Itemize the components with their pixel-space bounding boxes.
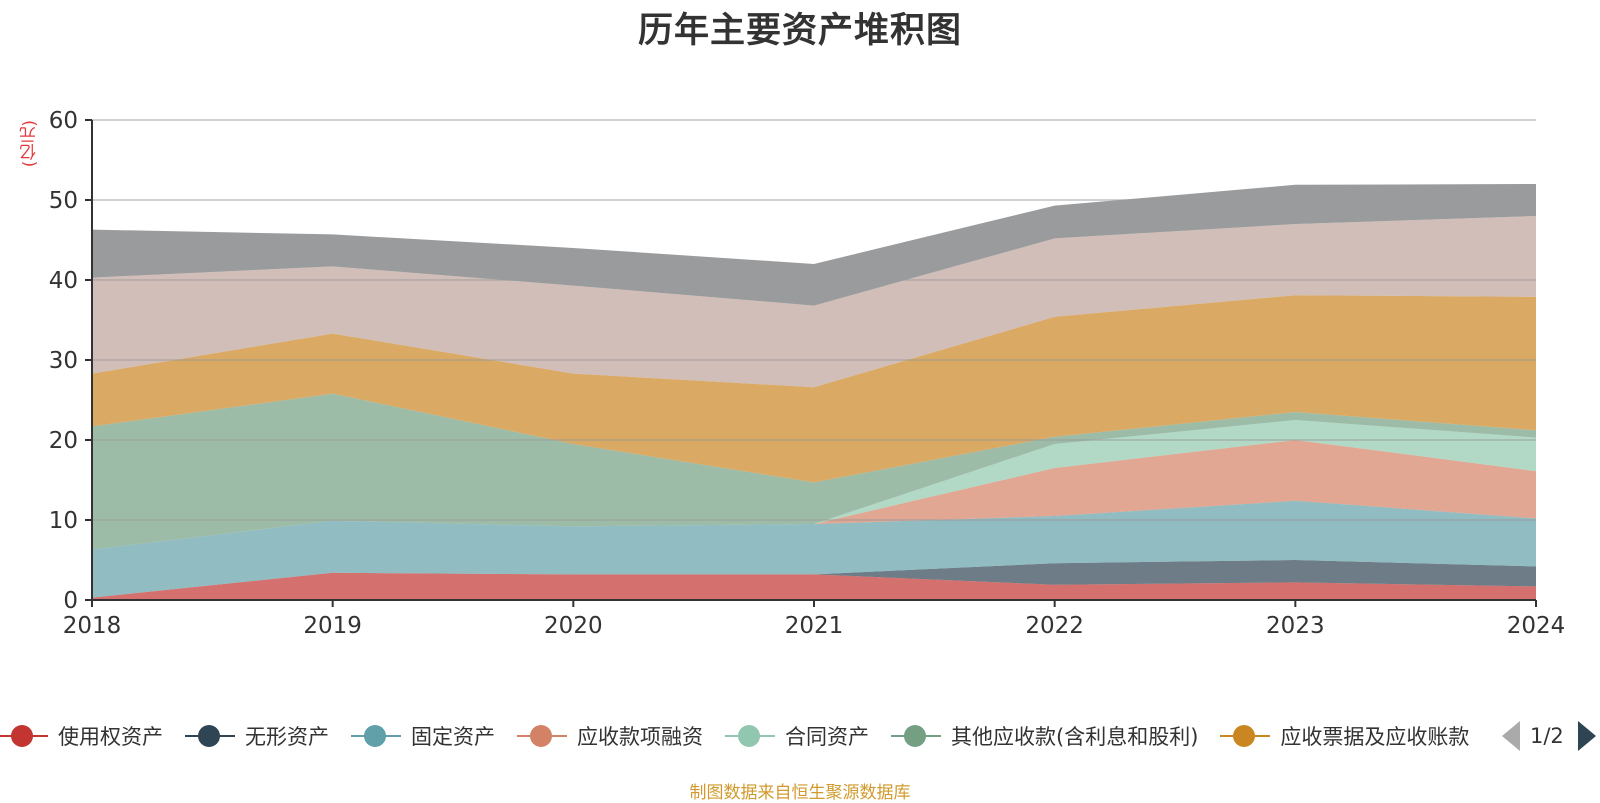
x-tick-label-2022: 2022: [1025, 613, 1084, 639]
y-tick-label-30: 30: [49, 348, 78, 374]
area-series-9: [92, 184, 1536, 306]
legend-label: 其他应收款(含利息和股利): [951, 725, 1199, 749]
legend-marker-icon: [1220, 724, 1271, 748]
legend-label: 固定资产: [411, 725, 495, 749]
x-tick-label-2024: 2024: [1507, 613, 1566, 639]
legend-label: 合同资产: [785, 725, 869, 749]
x-tick-label-2023: 2023: [1266, 613, 1325, 639]
legend-marker-icon: [185, 724, 235, 748]
legend-pager: 1/2: [1502, 718, 1596, 754]
legend-item-6[interactable]: 其他应收款(含利息和股利): [891, 718, 1198, 754]
stacked-area-chart: 0 10 20 30 40 50 60 2018 2019 2020 2021 2022 2023 202…: [49, 108, 1566, 639]
y-tick-label-10: 10: [49, 508, 78, 534]
legend-next-page-icon[interactable]: [1577, 721, 1596, 751]
x-tick-label-2019: 2019: [303, 613, 362, 639]
legend-marker-icon: [891, 724, 941, 748]
area-series-4: [92, 440, 1536, 550]
legend-label: 应收票据及应收账款: [1280, 725, 1470, 749]
area-series-5: [92, 420, 1536, 550]
area-series-group: [92, 184, 1536, 600]
y-tick-label-0: 0: [63, 588, 78, 614]
legend-label: 无形资产: [245, 725, 329, 749]
legend-marker-icon: [0, 724, 48, 748]
area-series-1: [92, 572, 1536, 600]
legend-item-3[interactable]: 固定资产: [351, 718, 495, 754]
area-series-8: [92, 216, 1536, 388]
area-series-7: [92, 295, 1536, 483]
legend-marker-icon: [725, 724, 775, 748]
legend-prev-page-icon[interactable]: [1502, 721, 1520, 751]
x-tick-label-2020: 2020: [544, 613, 603, 639]
legend-label: 使用权资产: [58, 725, 163, 749]
legend-items: 使用权资产 无形资产 固定资产 应收款项融资 合同资产 其他应收款(含利息和股利) 应收票据…: [0, 718, 1484, 754]
legend-row: 使用权资产 无形资产 固定资产 应收款项融资 合同资产 其他应收款(含利息和股利) 应收票据…: [0, 718, 1484, 754]
legend-label: 应收款项融资: [577, 725, 703, 749]
y-tick-label-50: 50: [49, 188, 78, 214]
x-tick-label-2021: 2021: [785, 613, 844, 639]
x-tick-label-2018: 2018: [63, 613, 122, 639]
y-tick-label-20: 20: [49, 428, 78, 454]
area-series-6: [92, 393, 1536, 550]
legend-item-1[interactable]: 使用权资产: [0, 718, 163, 754]
legend-page-indicator: 1/2: [1530, 724, 1564, 748]
legend-item-7[interactable]: 应收票据及应收账款: [1220, 718, 1469, 754]
legend-item-2[interactable]: 无形资产: [185, 718, 329, 754]
legend: 使用权资产 无形资产 固定资产 应收款项融资 合同资产 其他应收款(含利息和股利) 应收票据…: [0, 718, 1600, 754]
area-series-2: [92, 560, 1536, 598]
legend-item-4[interactable]: 应收款项融资: [517, 718, 703, 754]
legend-marker-icon: [351, 724, 401, 748]
y-tick-label-60: 60: [49, 108, 78, 134]
y-tick-label-40: 40: [49, 268, 78, 294]
area-series-3: [92, 500, 1536, 598]
legend-item-5[interactable]: 合同资产: [725, 718, 869, 754]
chart-title: 历年主要资产堆积图: [637, 11, 962, 51]
data-source-note: 制图数据来自恒生聚源数据库: [689, 783, 911, 803]
legend-marker-icon: [517, 724, 567, 748]
